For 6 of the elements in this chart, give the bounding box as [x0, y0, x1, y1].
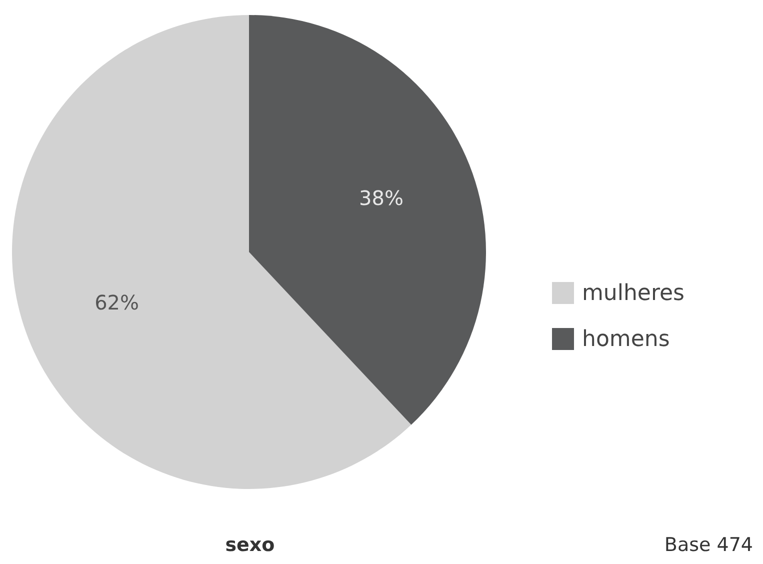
- legend-label: mulheres: [582, 280, 685, 306]
- data-label: 38%: [358, 186, 404, 210]
- text: Base 474: [664, 534, 753, 556]
- data-label: 62%: [94, 290, 140, 315]
- legend-label: homens: [582, 326, 670, 352]
- text: sexo: [224, 534, 276, 556]
